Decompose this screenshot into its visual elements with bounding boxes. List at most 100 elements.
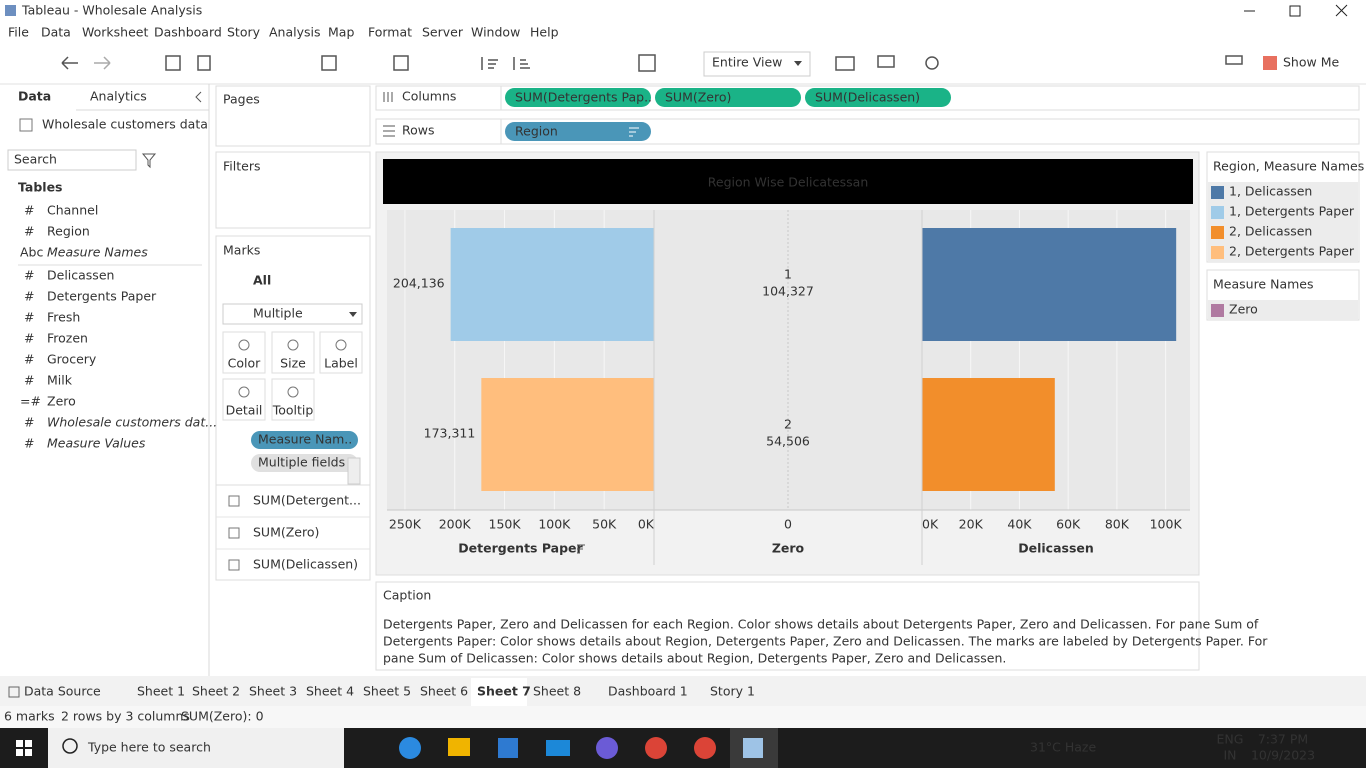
field-name[interactable]: Frozen (47, 331, 88, 346)
field-name[interactable]: Channel (47, 203, 98, 218)
legend-swatch[interactable] (1211, 304, 1224, 317)
present-icon[interactable] (877, 55, 895, 68)
side-tab[interactable]: Analytics (90, 89, 147, 104)
sheet-tab[interactable]: Sheet 2 (192, 684, 240, 699)
sheet-tab[interactable]: Sheet 7 (477, 684, 531, 699)
restore[interactable] (1289, 5, 1301, 17)
menu-item[interactable]: Window (471, 25, 520, 40)
sort-indicator[interactable] (577, 544, 585, 554)
column-pill[interactable] (805, 88, 951, 107)
save-icon[interactable] (165, 55, 181, 71)
menu-item[interactable]: Server (422, 25, 464, 40)
chrome-icon[interactable] (645, 737, 667, 759)
menu-item[interactable]: Help (530, 25, 559, 40)
pill[interactable] (251, 431, 358, 449)
menu-item[interactable]: Dashboard (154, 25, 222, 40)
field-name[interactable]: Region (47, 224, 90, 239)
sheet-tab[interactable]: Sheet 4 (306, 684, 354, 699)
sheet-tab[interactable]: Sheet 8 (533, 684, 581, 699)
row-pill[interactable] (505, 122, 651, 141)
chart-icon[interactable] (835, 56, 855, 71)
field-name[interactable]: Zero (47, 394, 76, 409)
legend-swatch[interactable] (1211, 206, 1224, 219)
highlighter-icon[interactable] (1225, 55, 1243, 65)
status-item: SUM(Zero): 0 (181, 709, 264, 724)
legend-swatch[interactable] (1211, 246, 1224, 259)
legend-label[interactable]: 1, Detergents Paper (1229, 204, 1355, 219)
pill-label: Measure Nam.. (258, 432, 352, 447)
legend-swatch[interactable] (1211, 226, 1224, 239)
marks-button[interactable] (222, 378, 266, 421)
menu-item[interactable]: Map (328, 25, 354, 40)
legend-label[interactable]: Zero (1229, 302, 1258, 317)
store-icon[interactable] (498, 738, 518, 758)
field-name[interactable]: Measure Names (47, 245, 148, 260)
show-me[interactable]: Show Me (1283, 55, 1339, 70)
taskbar-search[interactable] (48, 728, 344, 768)
field-name[interactable]: Grocery (47, 352, 97, 367)
field-name[interactable]: Wholesale customers dat... (47, 415, 217, 430)
sheet-tab[interactable]: Sheet 5 (363, 684, 411, 699)
legend-swatch[interactable] (1211, 186, 1224, 199)
field-icon: =# (20, 394, 41, 409)
redo-icon[interactable] (94, 56, 111, 70)
legend-label[interactable]: 2, Detergents Paper (1229, 244, 1355, 259)
folder-icon[interactable] (448, 738, 470, 756)
sort-desc-icon[interactable] (513, 57, 530, 70)
column-pill[interactable] (505, 88, 651, 107)
legend-label[interactable]: 2, Delicassen (1229, 224, 1312, 239)
sheet-tab[interactable]: Dashboard 1 (608, 684, 688, 699)
menu-item[interactable]: Data (41, 25, 71, 40)
menu-item[interactable]: Story (227, 25, 261, 40)
marks-button[interactable] (271, 331, 315, 374)
field-name[interactable]: Fresh (47, 310, 80, 325)
measure-row[interactable]: SUM(Detergent... (253, 493, 361, 508)
taskbar-apps (399, 728, 778, 768)
chrome-icon[interactable] (694, 737, 716, 759)
marks-button[interactable] (222, 331, 266, 374)
field-name[interactable]: Detergents Paper (47, 289, 157, 304)
search-box[interactable] (7, 149, 137, 171)
undo-icon[interactable] (61, 56, 78, 70)
windows-logo[interactable] (16, 740, 32, 756)
measure-row[interactable]: SUM(Zero) (253, 525, 319, 540)
legend-label[interactable]: 1, Delicassen (1229, 184, 1312, 199)
fit-dropdown[interactable] (703, 51, 811, 77)
new-sheet-icon[interactable] (321, 55, 337, 71)
sort-asc-icon[interactable] (481, 57, 498, 70)
menu-item[interactable]: Format (368, 25, 412, 40)
mark-type-dropdown[interactable] (222, 303, 363, 325)
data-source-tab[interactable]: Data Source (24, 684, 101, 699)
clear-icon[interactable] (393, 55, 409, 71)
close[interactable] (1335, 4, 1348, 17)
dropdown-arrow (349, 312, 357, 317)
button-label: Color (228, 356, 261, 371)
pill[interactable] (251, 454, 358, 472)
x-tick-label: 250K (389, 517, 422, 532)
column-pill[interactable] (655, 88, 801, 107)
menu-item[interactable]: Analysis (269, 25, 321, 40)
field-name[interactable]: Measure Values (47, 436, 146, 451)
field-name[interactable]: Milk (47, 373, 73, 388)
label-icon[interactable] (638, 54, 656, 72)
side-tab[interactable]: Data (18, 89, 51, 104)
menu-item[interactable]: File (8, 25, 29, 40)
marks-button[interactable] (271, 378, 315, 421)
share-icon[interactable] (925, 56, 939, 70)
sheet-tab[interactable]: Story 1 (710, 684, 755, 699)
mail-icon[interactable] (546, 740, 570, 756)
field-icon: # (24, 415, 34, 430)
measure-row[interactable]: SUM(Delicassen) (253, 557, 358, 572)
marks-button[interactable] (319, 331, 363, 374)
sheet-tab[interactable]: Sheet 6 (420, 684, 468, 699)
collapse-arrow[interactable] (195, 91, 202, 103)
sheet-tab[interactable]: Sheet 3 (249, 684, 297, 699)
field-name[interactable]: Delicassen (47, 268, 114, 283)
show-me-icon[interactable] (1263, 56, 1277, 70)
menu-item[interactable]: Worksheet (82, 25, 148, 40)
new-ds-icon[interactable] (197, 55, 211, 71)
app-icon[interactable] (596, 737, 618, 759)
filter-icon[interactable] (141, 153, 157, 169)
edge-icon[interactable] (399, 737, 421, 759)
sheet-tab[interactable]: Sheet 1 (137, 684, 185, 699)
